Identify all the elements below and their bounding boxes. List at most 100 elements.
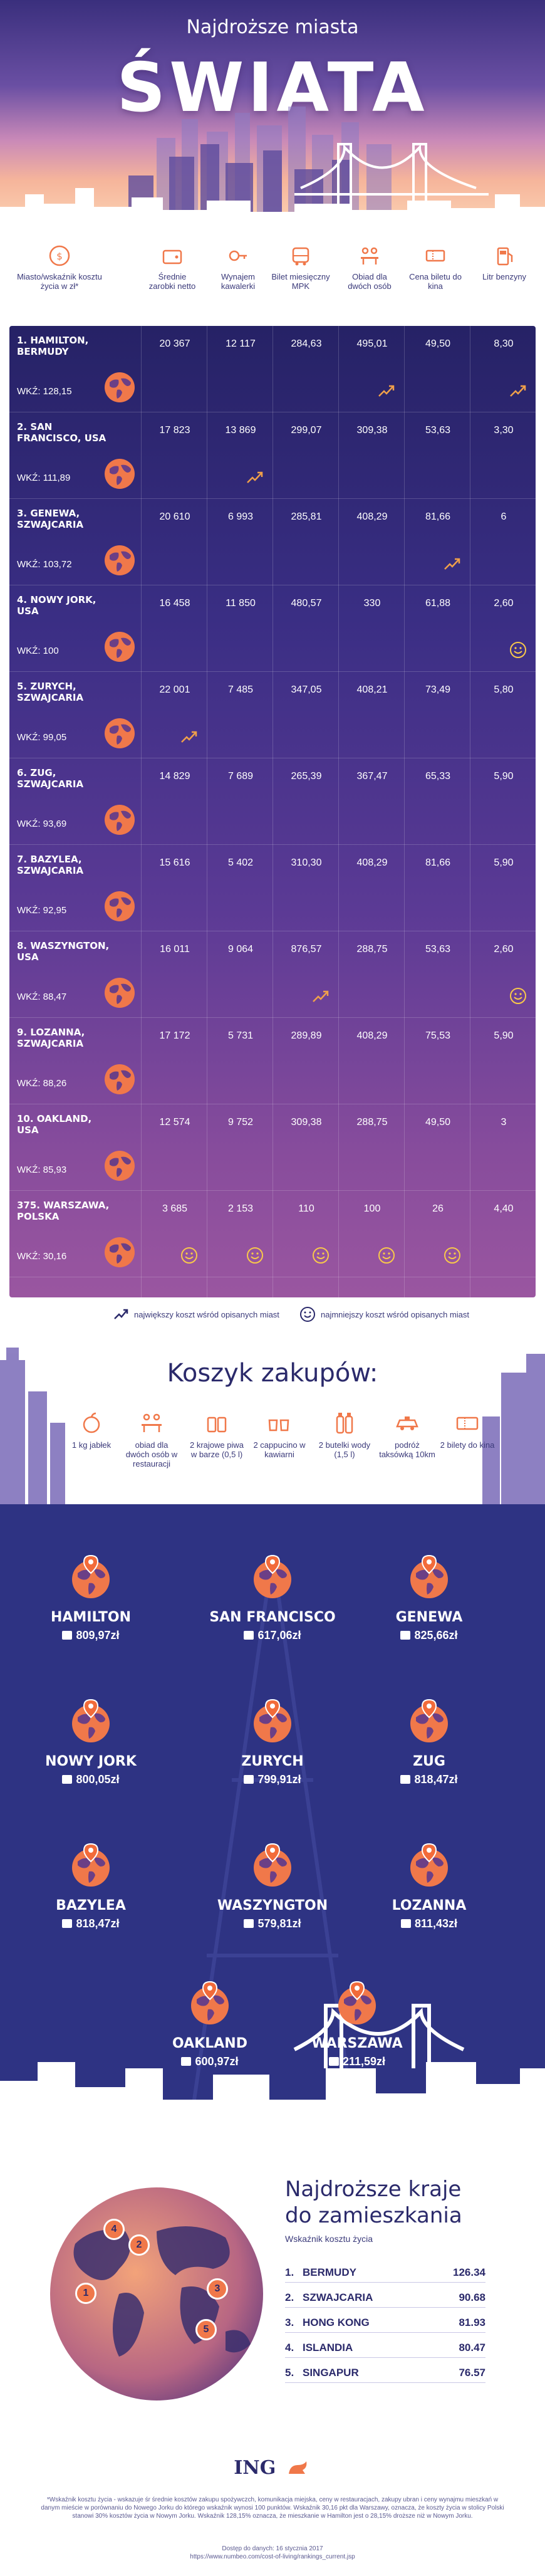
table-cell: 75,53 <box>425 1030 451 1041</box>
table-cell: 408,29 <box>356 857 388 868</box>
country-value: 80.47 <box>459 2342 485 2353</box>
table-row: 375. WARSZAWA, POLSKA WKŹ: 30,16 3 685 2 15… <box>9 1191 536 1277</box>
city-cost-name: HAMILTON <box>50 1610 131 1625</box>
column-header-transit: Bilet miesięczny MPK <box>266 244 335 291</box>
country-name: SZWAJCARIA <box>303 2291 373 2303</box>
min-cost-icon <box>510 642 526 658</box>
hero-subtitle: Najdroższe miasta <box>186 16 359 38</box>
table-cell: 284,63 <box>291 338 322 349</box>
table-cell: 5 402 <box>227 857 254 868</box>
table-cell: 100 <box>363 1203 381 1214</box>
city-name: 2. SAN FRANCISCO, USA <box>17 421 106 444</box>
table-cell: 7 485 <box>227 684 254 695</box>
table-cell: 73,49 <box>425 684 451 695</box>
svg-text:$: $ <box>56 251 63 262</box>
city-cost-price: 617,06zł <box>257 1629 301 1641</box>
countries-subtitle: Wskaźnik kosztu życia <box>285 2234 373 2244</box>
basket-costs-section: HAMILTON 809,97zł SAN FRANCISCO 617,06zł GEN… <box>0 1517 545 2144</box>
table-row: 5. ZURYCH, SZWAJCARIA WKŹ: 99,05 22 001 7 4… <box>9 672 536 758</box>
taxi-icon <box>396 1416 418 1430</box>
countries-title: Najdroższe kraje do zamieszkania <box>285 2177 462 2228</box>
city-cost-name: SAN FRANCISCO <box>209 1610 336 1625</box>
city-cost-price: 579,81zł <box>257 1917 301 1930</box>
shopping-bag-icon <box>328 2057 339 2066</box>
footer: ING *Wskaźnik kosztu życia - wskazuje śr… <box>0 2451 545 2576</box>
column-header-fuel: Litr benzyny <box>479 244 529 281</box>
city-cost-price-row: 811,43zł <box>354 1917 504 1930</box>
globe-icon <box>105 459 135 489</box>
cost-index: WKŹ: 99,05 <box>17 732 67 743</box>
table-cell: 53,63 <box>425 425 451 436</box>
city-name: 3. GENEWA, SZWAJCARIA <box>17 508 84 530</box>
table-cell: 2,60 <box>494 598 514 609</box>
city-cost-card: GENEWA 825,66zł <box>354 1554 504 1642</box>
cost-index: WKŹ: 128,15 <box>17 386 72 397</box>
table-cell: 309,38 <box>291 1117 322 1128</box>
city-cost-card: NOWY JORK 800,05zł <box>16 1699 166 1786</box>
city-name: 1. HAMILTON, BERMUDY <box>17 335 89 357</box>
key-icon <box>229 250 247 261</box>
globe-pin-icon <box>338 1981 376 2024</box>
city-cost-name: OAKLAND <box>172 2036 247 2051</box>
globe-pin-icon <box>191 1981 229 2024</box>
city-name: 6. ZUG, SZWAJCARIA <box>17 767 84 790</box>
column-divider <box>338 326 339 1297</box>
globe-pin-icon <box>254 1554 291 1598</box>
table-row: 6. ZUG, SZWAJCARIA WKŹ: 93,69 14 829 7 689 2… <box>9 758 536 845</box>
max-cost-icon <box>444 558 460 570</box>
basket-item: 1 kg jabłek <box>63 1410 120 1450</box>
globe-pin-icon <box>72 1699 110 1742</box>
globe-icon <box>105 1237 135 1267</box>
max-cost-icon <box>181 731 197 743</box>
table-cell: 5,90 <box>494 1030 514 1041</box>
cost-index: WKŹ: 88,26 <box>17 1078 67 1089</box>
city-cost-price: 811,43zł <box>414 1917 458 1930</box>
cost-index: WKŹ: 30,16 <box>17 1251 67 1262</box>
country-row: 2. SZWAJCARIA 90.68 <box>285 2285 485 2308</box>
country-value: 81.93 <box>459 2317 485 2328</box>
globe-icon <box>105 978 135 1008</box>
table-cell: 2,60 <box>494 944 514 955</box>
shopping-bag-icon <box>244 1919 254 1928</box>
table-row: 4. NOWY JORK, USA WKŹ: 100 16 458 11 850 480… <box>9 585 536 672</box>
shopping-bag-icon <box>62 1919 73 1928</box>
globe-icon <box>105 632 135 662</box>
max-cost-icon <box>378 385 395 397</box>
city-cost-price-row: 799,91zł <box>197 1773 348 1786</box>
shopping-bag-icon <box>400 1631 411 1640</box>
city-cost-price-row: 617,06zł <box>197 1629 348 1642</box>
min-cost-icon <box>181 1247 197 1264</box>
table-cell: 17 823 <box>159 425 190 436</box>
footnote: *Wskaźnik kosztu życia - wskazuje śr śre… <box>41 2496 504 2520</box>
globe-icon <box>105 718 135 748</box>
min-cost-icon <box>300 1307 315 1322</box>
table-row: 9. LOZANNA, SZWAJCARIA WKŹ: 88,26 17 172 5 … <box>9 1018 536 1104</box>
table-cell: 22 001 <box>159 684 190 695</box>
shopping-bag-icon <box>181 2057 192 2066</box>
fuel-icon <box>497 247 513 266</box>
min-cost-icon <box>444 1247 460 1264</box>
table-cell: 310,30 <box>291 857 322 868</box>
countries-section: 1 2 3 4 5 Najdroższe kraje do zamieszkania W… <box>0 2144 545 2451</box>
table-cell: 408,21 <box>356 684 388 695</box>
country-row: 5. SINGAPUR 76.57 <box>285 2360 485 2383</box>
city-cost-card: ZURYCH 799,91zł <box>197 1699 348 1786</box>
table-cell: 5,90 <box>494 771 514 782</box>
shopping-bag-icon <box>62 1631 73 1640</box>
city-name: 8. WASZYNGTON, USA <box>17 940 110 963</box>
city-cost-price-row: 818,47zł <box>354 1773 504 1786</box>
city-cost-price-row: 211,59zł <box>282 2055 432 2068</box>
globe-pin-icon <box>410 1699 448 1742</box>
table-cell: 3 685 <box>162 1203 188 1214</box>
city-cost-name: LOZANNA <box>392 1898 467 1914</box>
table-cell: 15 616 <box>159 857 190 868</box>
city-cost-name: WASZYNGTON <box>217 1898 328 1914</box>
city-cost-name: GENEWA <box>395 1610 463 1625</box>
globe-pin-icon <box>254 1843 291 1887</box>
country-pin-marker: 2 <box>128 2234 150 2256</box>
column-header-salary: Średnie zarobki netto <box>144 244 200 291</box>
table-cell: 17 172 <box>159 1030 190 1041</box>
min-cost-icon <box>247 1247 263 1264</box>
city-cost-name: ZUG <box>413 1754 445 1769</box>
table-cell: 6 <box>501 511 507 522</box>
